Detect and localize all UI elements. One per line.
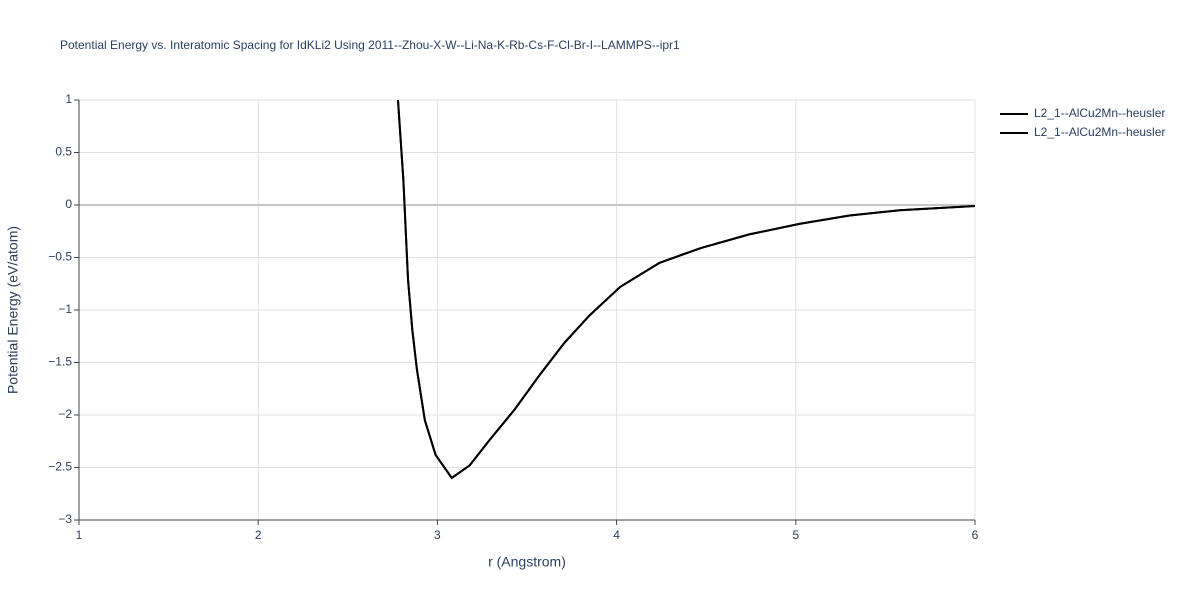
series-line bbox=[396, 99, 976, 480]
y-tick-label: 0.5 bbox=[55, 145, 72, 159]
x-tick-label: 5 bbox=[792, 528, 799, 542]
y-tick-label: −2 bbox=[58, 407, 72, 421]
y-tick-label: −1.5 bbox=[48, 355, 72, 369]
series-line bbox=[396, 99, 976, 480]
x-axis-title: r (Angstrom) bbox=[488, 554, 566, 570]
y-tick-label: 1 bbox=[65, 92, 72, 106]
chart-title: Potential Energy vs. Interatomic Spacing… bbox=[60, 38, 680, 52]
y-axis-title: Potential Energy (eV/atom) bbox=[5, 226, 21, 394]
y-tick-label: −3 bbox=[58, 512, 72, 526]
x-tick-label: 3 bbox=[434, 528, 441, 542]
x-tick-label: 1 bbox=[76, 528, 83, 542]
legend-label: L2_1--AlCu2Mn--heusler bbox=[1034, 125, 1165, 139]
y-tick-label: 0 bbox=[65, 197, 72, 211]
x-tick-label: 2 bbox=[255, 528, 262, 542]
x-tick-label: 4 bbox=[613, 528, 620, 542]
y-tick-label: −0.5 bbox=[48, 250, 72, 264]
y-tick-label: −1 bbox=[58, 302, 72, 316]
y-tick-label: −2.5 bbox=[48, 460, 72, 474]
legend-label: L2_1--AlCu2Mn--heusler bbox=[1034, 106, 1165, 120]
x-tick-label: 6 bbox=[972, 528, 979, 542]
